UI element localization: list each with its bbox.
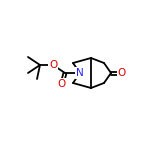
Text: O: O: [118, 68, 126, 78]
Text: O: O: [49, 60, 57, 70]
Text: N: N: [76, 68, 84, 78]
Text: O: O: [58, 79, 66, 89]
